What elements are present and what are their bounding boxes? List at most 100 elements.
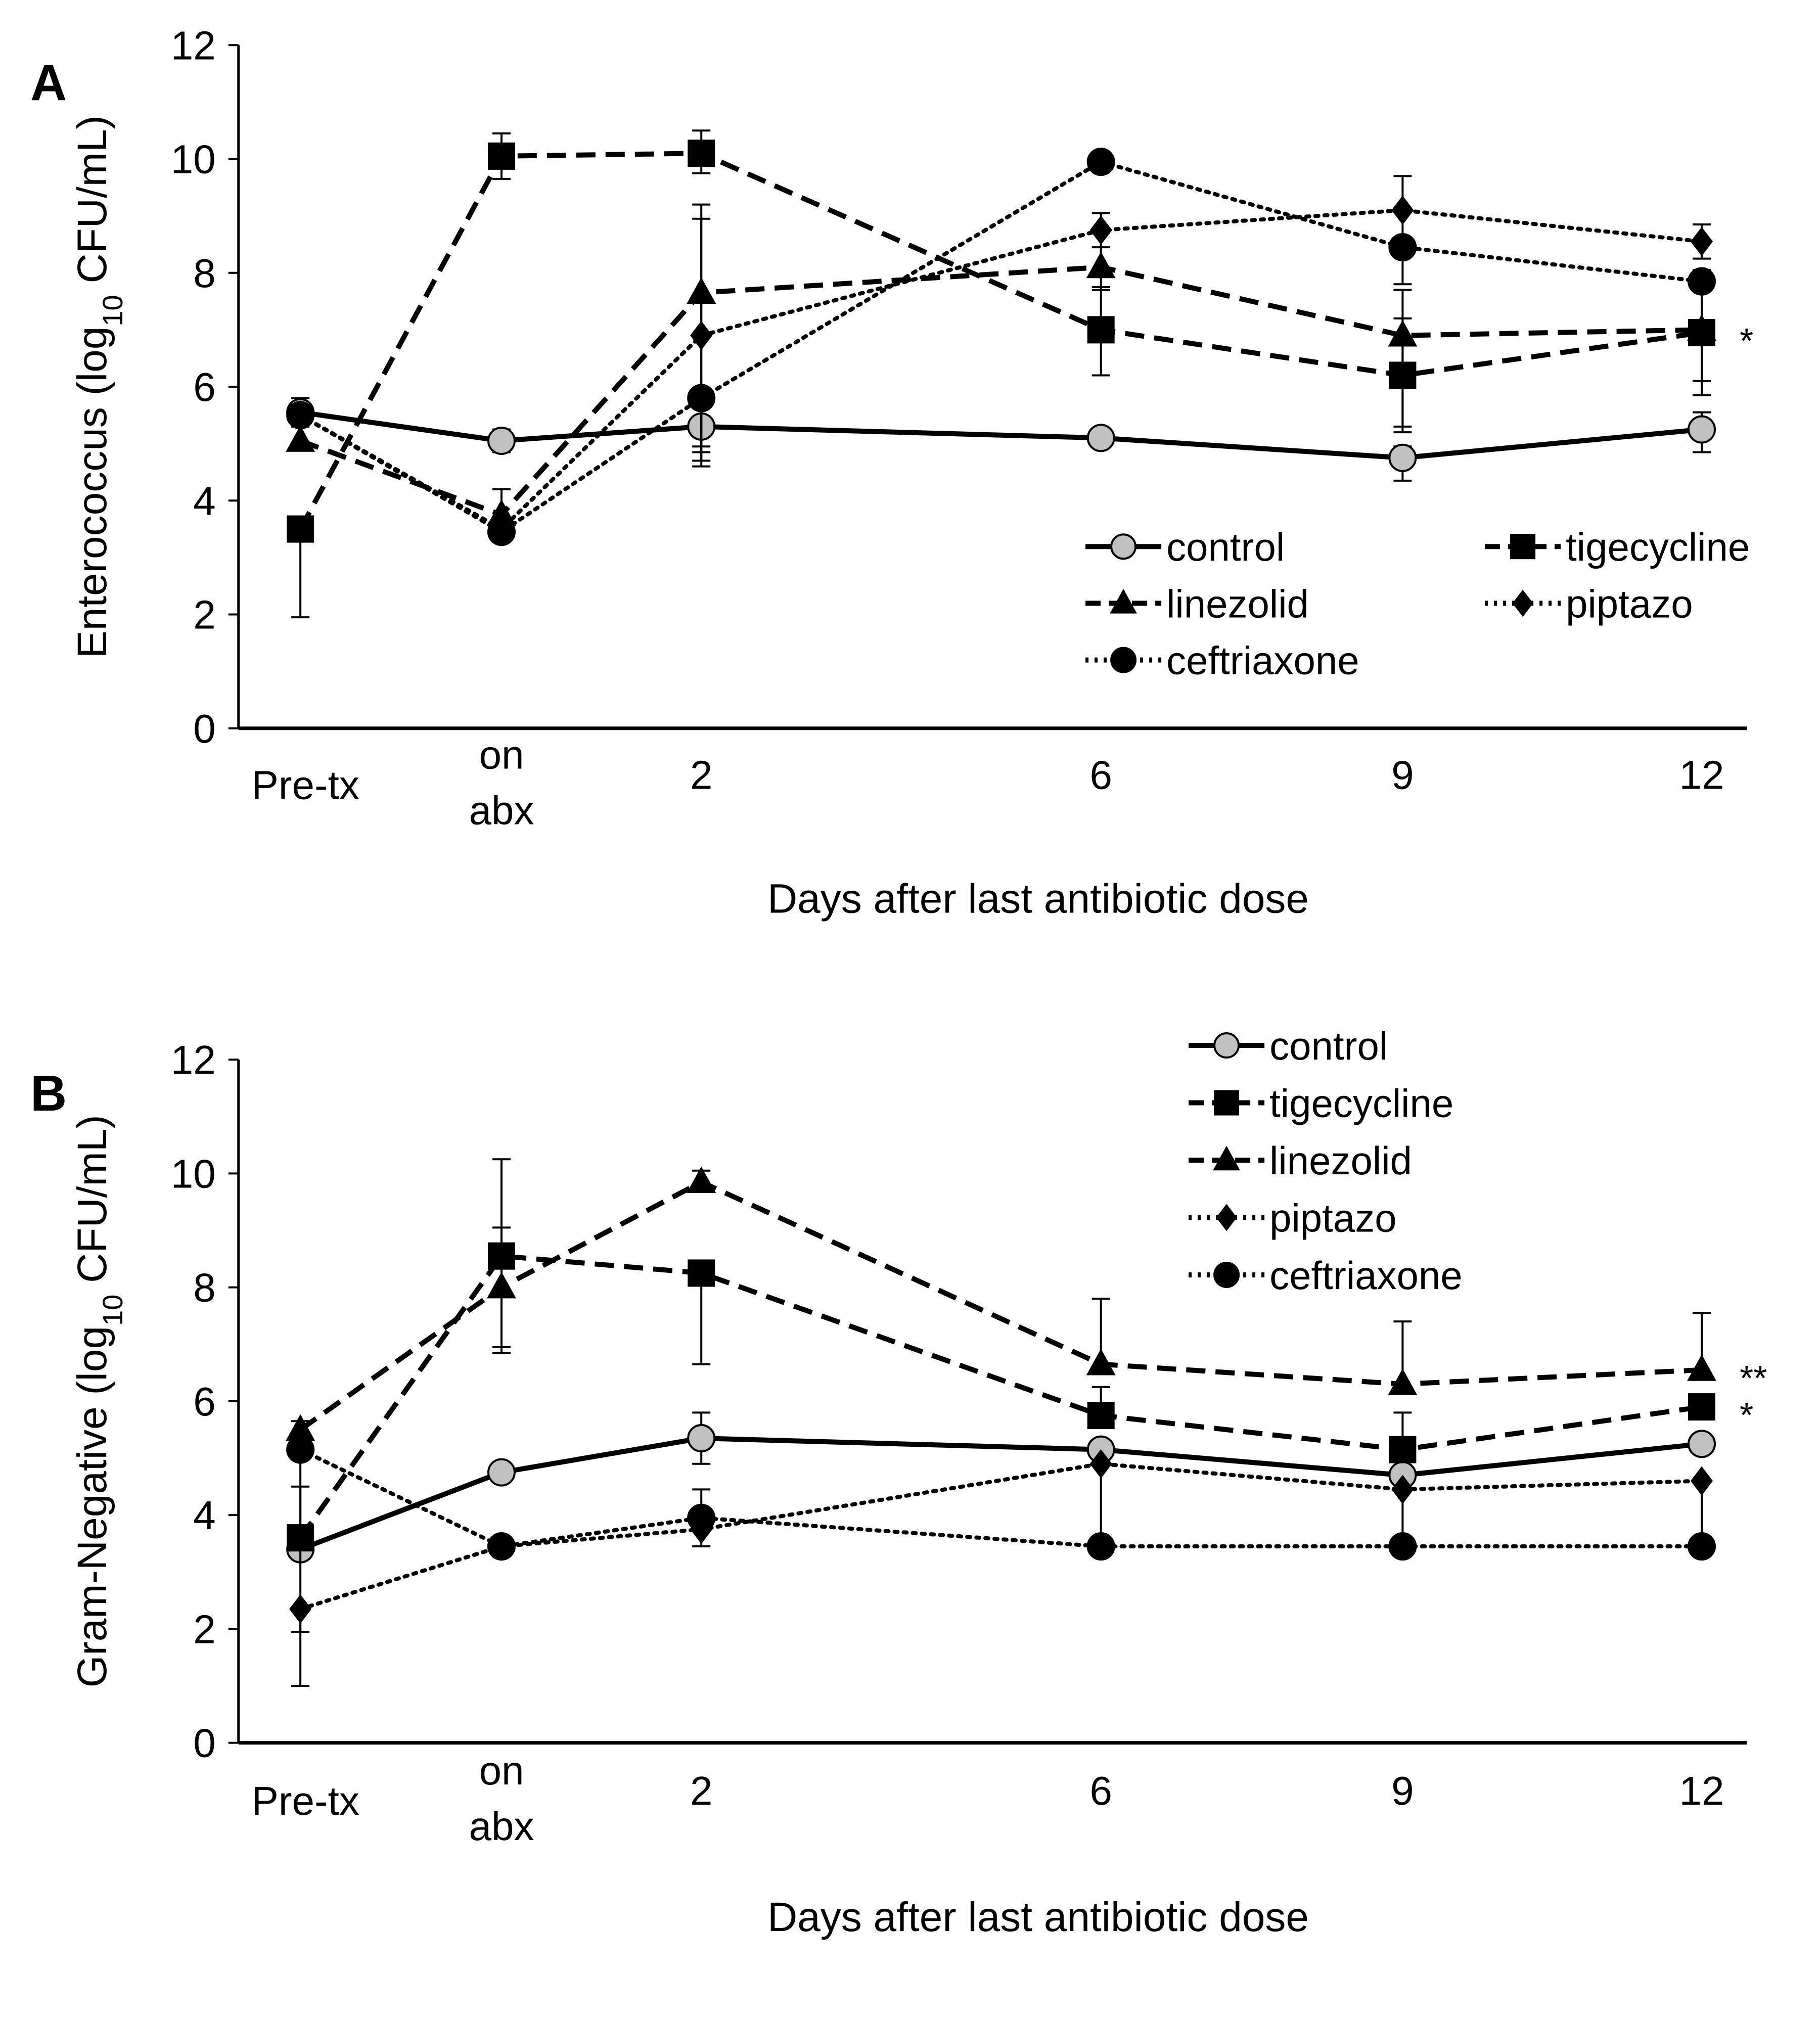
legend-item-piptazo: piptazo (1485, 581, 1693, 626)
series-line-linezolid (299, 264, 1702, 518)
data-point-tigecycline (1688, 1393, 1715, 1421)
data-point-tigecycline (287, 515, 314, 543)
y-tick-label: 0 (193, 1721, 216, 1766)
data-point-linezolid (1086, 251, 1116, 279)
legend-label: linezolid (1269, 1138, 1412, 1183)
data-point-ceftriaxone (1688, 267, 1716, 296)
data-point-linezolid (1687, 1354, 1716, 1381)
x-tick-label: 2 (690, 753, 713, 798)
data-point-control (1388, 443, 1417, 472)
x-tick-label: 12 (1679, 753, 1724, 798)
legend-marker-ceftriaxone (1110, 647, 1137, 673)
data-point-tigecycline (1087, 316, 1115, 344)
data-point-linezolid (286, 425, 315, 452)
y-axis-title: Enterococcus (log10 CFU/mL) (69, 115, 128, 658)
y-tick-label: 6 (193, 1379, 216, 1424)
legend-label: tigecycline (1269, 1081, 1453, 1126)
data-point-ceftriaxone (687, 1503, 716, 1532)
series-line-control (299, 1436, 1702, 1552)
legend-label: ceftriaxone (1166, 638, 1359, 683)
data-point-control (687, 1424, 716, 1453)
data-point-ceftriaxone (1388, 1532, 1417, 1561)
x-tick-label: 9 (1391, 1768, 1414, 1813)
x-tick-label: on (479, 732, 524, 777)
legend-item-linezolid: linezolid (1189, 1138, 1412, 1183)
data-point-ceftriaxone (286, 401, 315, 430)
data-point-ceftriaxone (1086, 148, 1115, 176)
data-point-ceftriaxone (487, 518, 516, 546)
series-line-piptazo (298, 1461, 1704, 1611)
series-tigecycline (287, 129, 1715, 619)
legend-label: ceftriaxone (1269, 1253, 1463, 1298)
legend-marker-piptazo (1216, 1204, 1237, 1231)
legend-marker-control (1213, 1032, 1240, 1059)
panel-b: B 0 2 4 6 8 10 12 Pre-tx on abx 2 6 9 12 Days after las… (30, 1024, 1767, 1940)
data-point-ceftriaxone (1086, 1532, 1115, 1561)
legend-marker-ceftriaxone (1213, 1261, 1240, 1288)
data-point-ceftriaxone (286, 1435, 315, 1464)
legend-marker-control (1110, 533, 1137, 560)
series-control (286, 397, 1716, 482)
data-point-control (1688, 415, 1716, 444)
x-tick-label: abx (469, 788, 534, 833)
data-point-linezolid (1388, 1368, 1418, 1395)
data-point-linezolid (486, 1271, 516, 1299)
series-line-tigecycline (298, 1253, 1702, 1540)
series-line-tigecycline (298, 151, 1702, 530)
y-tick-label: 10 (171, 137, 216, 182)
y-tick-label: 4 (193, 478, 216, 523)
data-point-tigecycline (688, 140, 715, 167)
y-tick-label: 10 (171, 1151, 216, 1196)
panel-letter: B (30, 1065, 67, 1122)
data-point-piptazo (1089, 1449, 1112, 1479)
series-line-linezolid (299, 1179, 1702, 1432)
y-tick-label: 12 (171, 23, 216, 68)
series-line-control (300, 409, 1702, 461)
x-tick-label: 2 (690, 1768, 713, 1813)
x-tick-label: Pre-tx (251, 763, 359, 808)
legend-label: linezolid (1166, 581, 1309, 626)
significance-marker: * (1740, 1395, 1753, 1435)
data-point-piptazo (1391, 1475, 1414, 1504)
series-linezolid (286, 1158, 1716, 1441)
legend-item-ceftriaxone: ceftriaxone (1085, 638, 1359, 683)
series-ceftriaxone (286, 1435, 1716, 1633)
data-point-ceftriaxone (487, 1532, 516, 1561)
legend-item-control: control (1085, 525, 1285, 569)
panel-letter: A (30, 55, 67, 111)
legend: control tigecycline linezolid piptazo ceftri… (1085, 525, 1750, 683)
legend-marker-tigecycline (1214, 1090, 1240, 1116)
data-point-ceftriaxone (1388, 233, 1417, 262)
y-tick-label: 8 (193, 251, 216, 296)
x-tick-label: 6 (1089, 1768, 1112, 1813)
legend-label: control (1269, 1024, 1388, 1068)
series-line-ceftriaxone (298, 159, 1704, 534)
x-tick-label: 9 (1391, 753, 1414, 798)
x-tick-label: abx (469, 1804, 534, 1849)
legend-label: piptazo (1566, 581, 1693, 626)
x-tick-label: on (479, 1748, 524, 1793)
data-point-control (487, 426, 516, 455)
significance-marker: * (1740, 321, 1753, 360)
legend-label: piptazo (1269, 1196, 1397, 1240)
data-point-piptazo (690, 320, 713, 350)
data-point-ceftriaxone (687, 384, 716, 412)
y-tick-label: 6 (193, 364, 216, 409)
legend-item-control: control (1189, 1024, 1388, 1068)
legend-marker-piptazo (1512, 589, 1533, 617)
x-tick-label: 6 (1089, 753, 1112, 798)
series-ceftriaxone (286, 148, 1716, 546)
legend-label: tigecycline (1566, 525, 1750, 569)
legend-marker-linezolid (1213, 1145, 1240, 1171)
legend-item-ceftriaxone: ceftriaxone (1189, 1253, 1463, 1298)
data-point-piptazo (1690, 226, 1713, 256)
legend-item-tigecycline: tigecycline (1189, 1081, 1453, 1126)
legend-marker-tigecycline (1510, 534, 1536, 560)
y-tick-label: 2 (193, 592, 216, 637)
data-point-control (1688, 1430, 1716, 1458)
y-tick-label: 12 (171, 1037, 216, 1082)
x-tick-label: 12 (1679, 1768, 1724, 1813)
x-axis-title: Days after last antibiotic dose (767, 876, 1309, 922)
data-point-control (487, 1458, 516, 1487)
legend-label: control (1166, 525, 1285, 569)
